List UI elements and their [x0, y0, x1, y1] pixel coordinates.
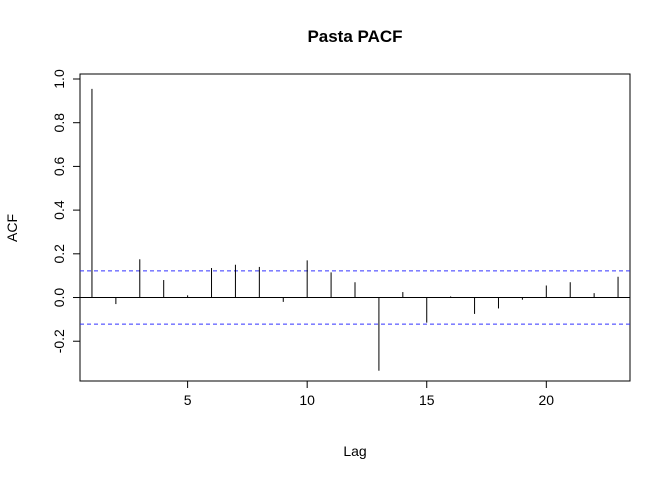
y-tick-label: -0.2: [51, 329, 67, 353]
y-tick-label: 1.0: [51, 69, 67, 89]
y-tick-label: 0.0: [51, 288, 67, 308]
y-tick-label: 0.4: [51, 200, 67, 220]
y-tick-label: 0.8: [51, 113, 67, 133]
x-tick-label: 15: [419, 392, 435, 408]
chart-title: Pasta PACF: [307, 27, 402, 46]
x-tick-label: 20: [539, 392, 555, 408]
chart-marks: 5 10 15 20 -0.2 0.0 0.2 0.4 0.6 0.8 1.0: [51, 69, 630, 408]
y-axis-label: ACF: [4, 214, 20, 242]
x-axis-label: Lag: [343, 443, 366, 459]
x-tick-label: 5: [184, 392, 192, 408]
x-tick-label: 10: [299, 392, 315, 408]
plot-frame: [79, 73, 631, 382]
y-tick-label: 0.6: [51, 156, 67, 176]
y-tick-label: 0.2: [51, 244, 67, 264]
